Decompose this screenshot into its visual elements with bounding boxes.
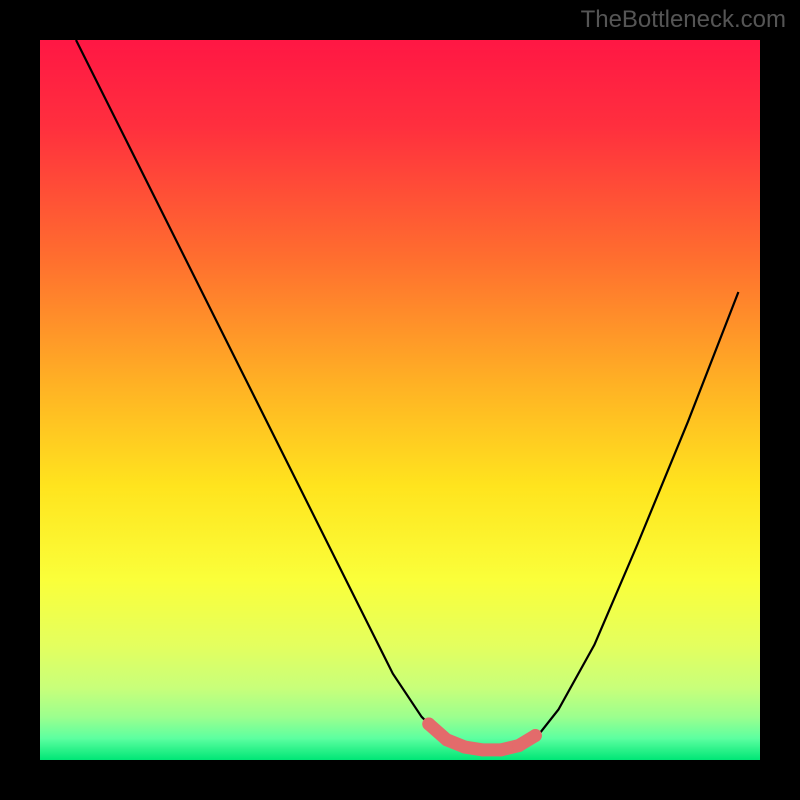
plot-area [40,40,760,760]
optimal-dot [422,718,435,731]
gradient-background [40,40,760,760]
chart-svg [40,40,760,760]
watermark-text: TheBottleneck.com [581,6,786,34]
optimal-dot [529,729,542,742]
optimal-dot [458,741,471,754]
chart-frame: TheBottleneck.com [0,0,800,800]
optimal-dot [476,743,489,756]
optimal-dot [494,743,507,756]
optimal-dot [440,733,453,746]
optimal-dot [512,739,525,752]
